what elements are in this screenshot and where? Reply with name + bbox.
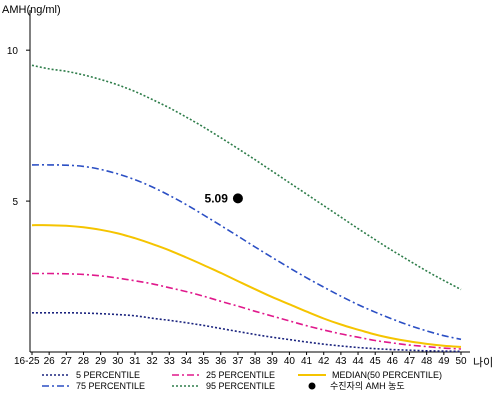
y-tick-label: 5 [12, 197, 18, 208]
x-tick-label: 31 [129, 356, 141, 367]
x-tick-label: 44 [352, 356, 364, 367]
x-tick-label: 27 [61, 356, 73, 367]
marker-group: 5.09 [205, 191, 243, 205]
legend-marker-dot [308, 382, 316, 390]
y-axis-title: AMH(ng/ml) [2, 4, 61, 16]
x-tick-label: 28 [78, 356, 90, 367]
x-tick-label: 49 [438, 356, 450, 367]
marker-point [232, 193, 243, 204]
x-tick-label: 43 [335, 356, 347, 367]
x-tick-label: 16-25 [14, 356, 40, 367]
x-tick-label: 40 [284, 356, 296, 367]
x-tick-label: 33 [164, 356, 176, 367]
x-tick-label: 50 [455, 356, 467, 367]
x-tick-label: 42 [318, 356, 330, 367]
x-axis-title: 나이 [473, 356, 493, 369]
legend-label: 75 PERCENTILE [76, 381, 145, 391]
series-line [31, 164, 462, 341]
x-tick-label: 26 [44, 356, 56, 367]
series-lines [31, 64, 462, 353]
x-tick-label: 34 [181, 356, 193, 367]
legend-label: 95 PERCENTILE [206, 381, 275, 391]
legend-marker-label: 수진자의 AMH 농도 [330, 381, 405, 391]
x-tick-label: 46 [387, 356, 399, 367]
x-tick-label: 30 [112, 356, 124, 367]
y-ticks: 5 10 [7, 46, 30, 208]
x-tick-label: 29 [95, 356, 107, 367]
x-tick-label: 41 [301, 356, 313, 367]
y-tick-label: 10 [7, 46, 19, 57]
x-tick-label: 39 [267, 356, 279, 367]
marker-value-label: 5.09 [205, 191, 229, 205]
x-tick-label: 45 [370, 356, 382, 367]
x-ticks: 16-25 26 27 28 29 30 31 32 33 34 35 36 37 38 39 40 41 42 4… [14, 352, 467, 367]
x-tick-label: 37 [232, 356, 244, 367]
x-tick-label: 38 [250, 356, 262, 367]
series-line [32, 311, 462, 353]
x-tick-label: 36 [215, 356, 227, 367]
x-tick-label: 35 [198, 356, 210, 367]
series-line [31, 224, 462, 348]
legend-label: 5 PERCENTILE [76, 370, 140, 380]
series-line [31, 64, 462, 291]
legend-label: MEDIAN(50 PERCENTILE) [332, 370, 442, 380]
x-tick-label: 32 [147, 356, 159, 367]
x-tick-label: 48 [421, 356, 433, 367]
series-line [32, 272, 462, 350]
x-tick-label: 47 [404, 356, 416, 367]
legend-label: 25 PERCENTILE [206, 370, 275, 380]
